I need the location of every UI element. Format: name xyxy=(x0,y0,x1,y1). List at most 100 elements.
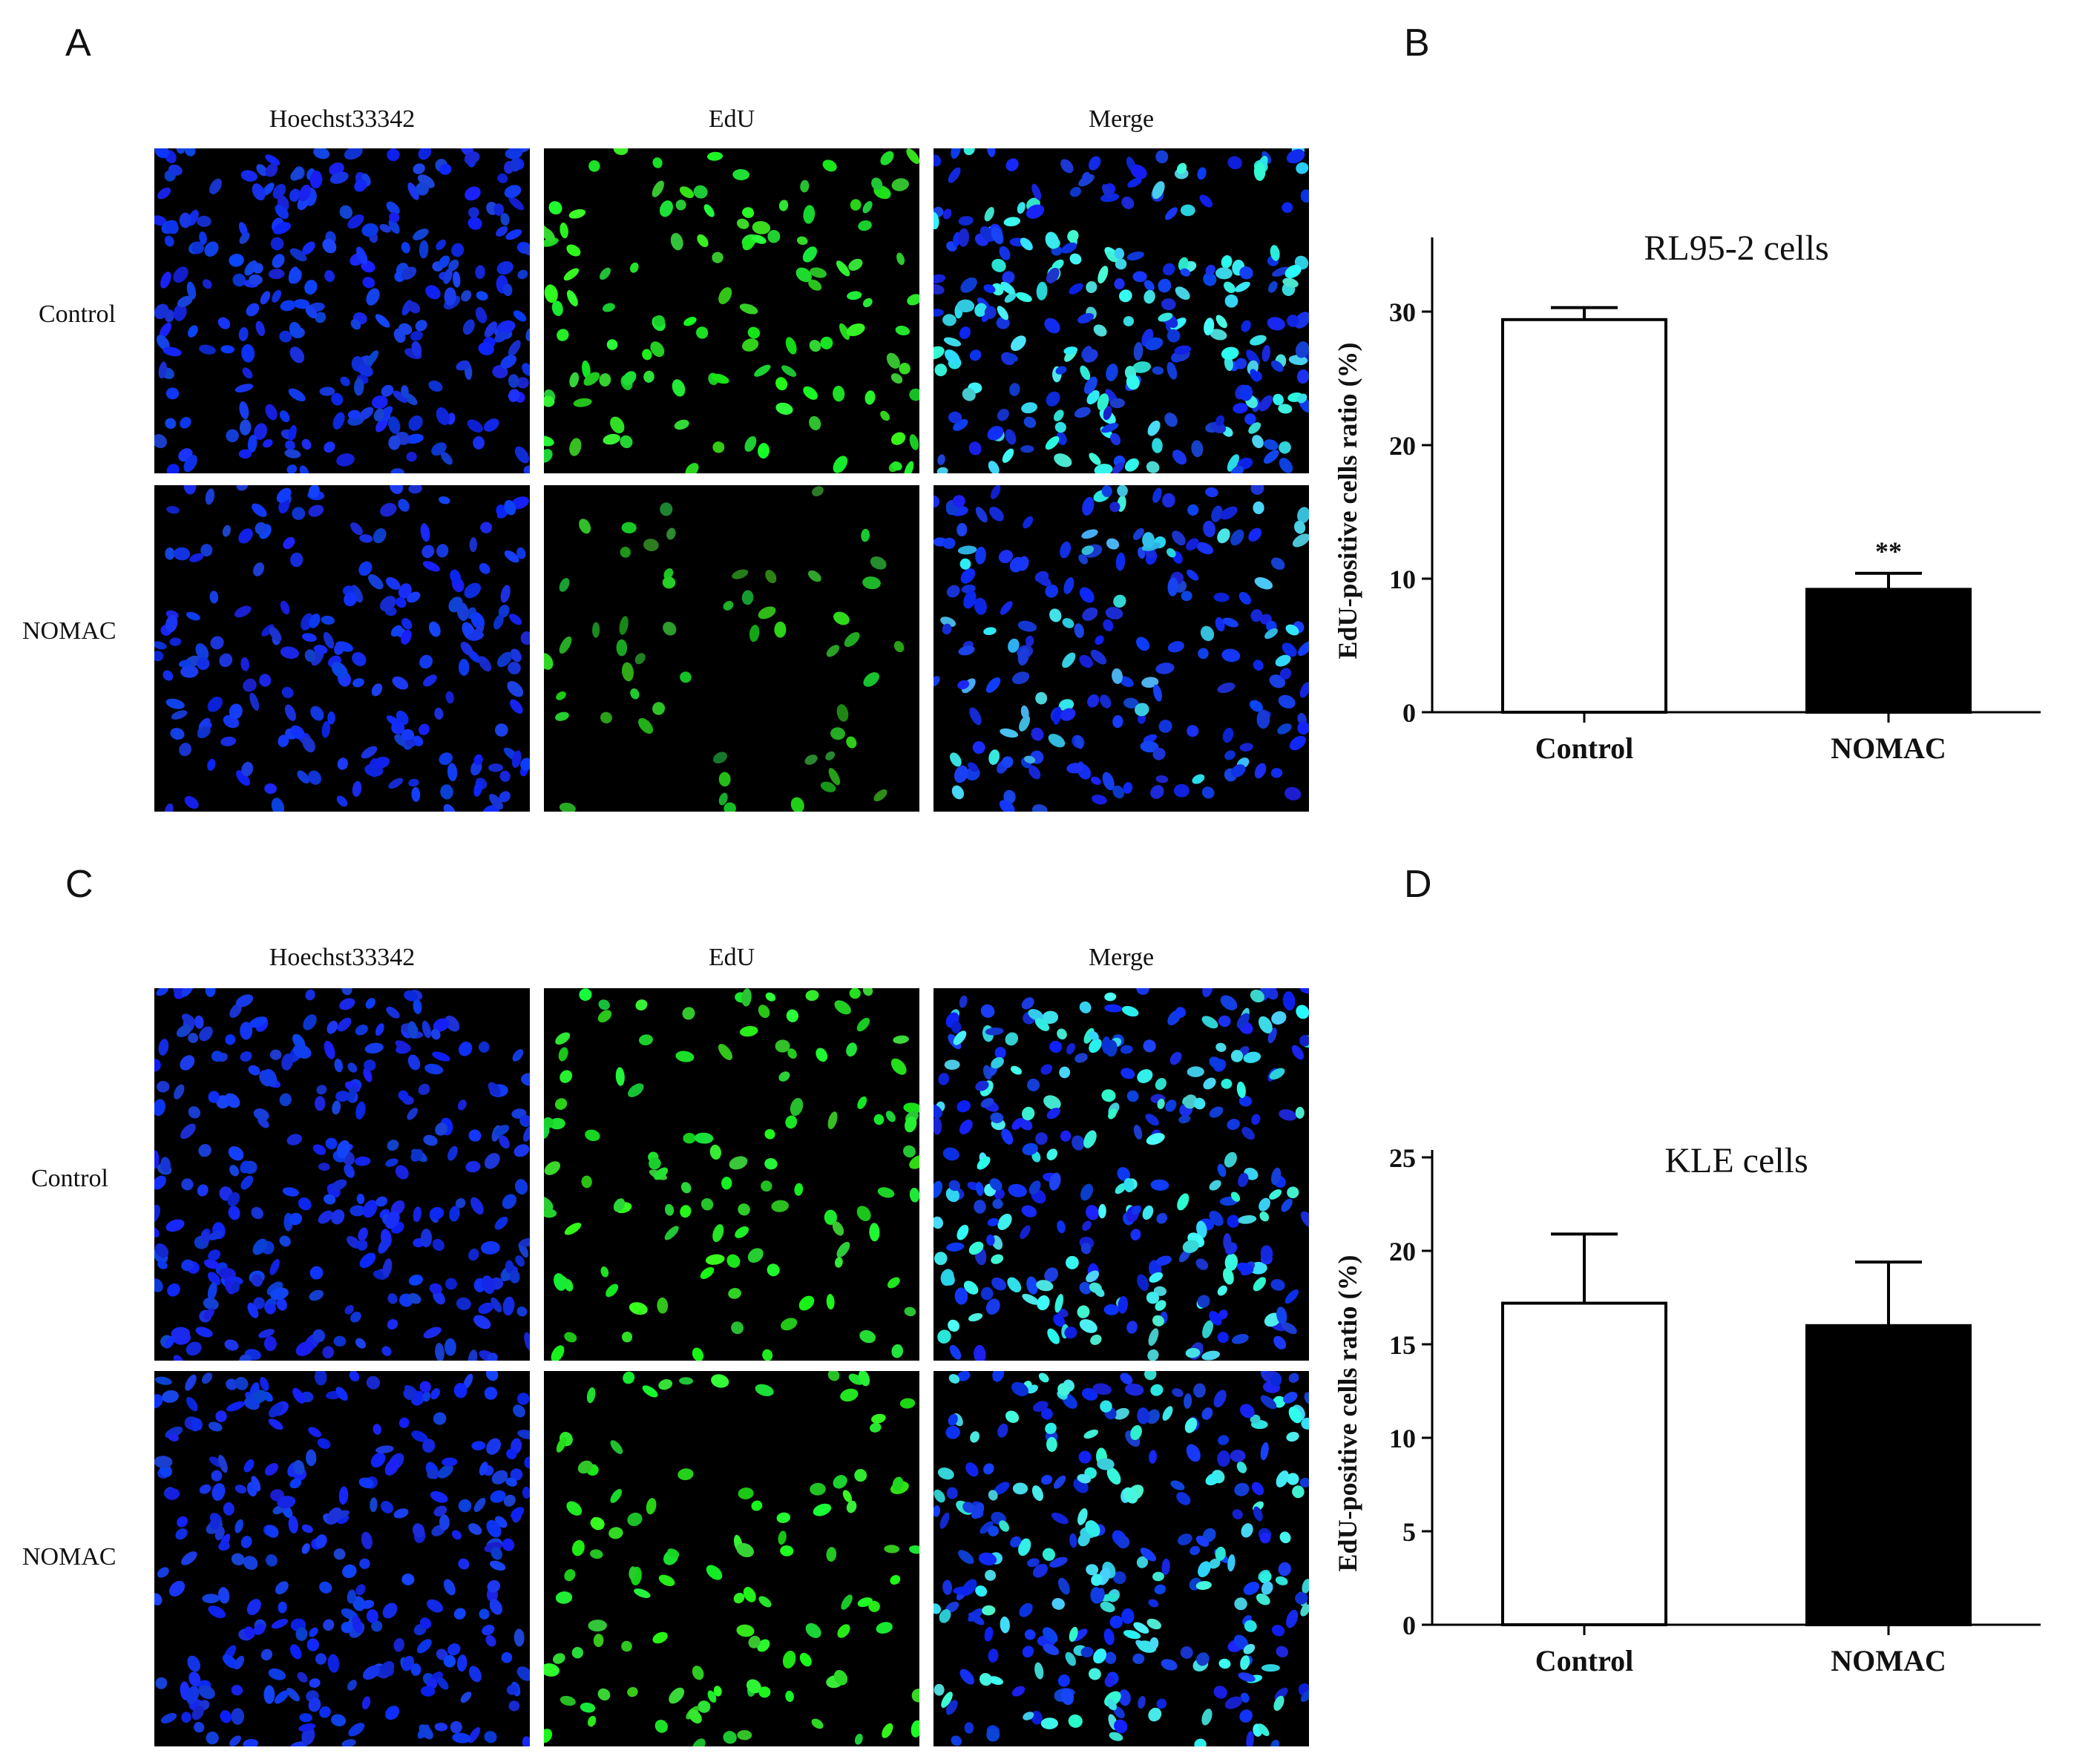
cell-nucleus xyxy=(1034,1018,1050,1031)
cell-nucleus xyxy=(209,1517,220,1530)
cell-nucleus xyxy=(312,1144,327,1155)
cell-nucleus xyxy=(1097,266,1109,284)
cell-nucleus xyxy=(707,1690,717,1703)
cell-nucleus xyxy=(1020,445,1034,453)
cell-nucleus xyxy=(1034,1662,1044,1680)
cell-nucleus xyxy=(630,262,639,273)
y-tick-label: 0 xyxy=(1402,1611,1416,1640)
cell-nucleus xyxy=(579,988,592,1002)
cell-nucleus xyxy=(952,495,965,507)
cell-nucleus xyxy=(556,691,566,700)
cell-nucleus xyxy=(1031,727,1044,741)
cell-nucleus xyxy=(933,1603,942,1614)
cell-nucleus xyxy=(1240,1404,1255,1419)
cell-nucleus xyxy=(564,1223,582,1235)
micrograph-a-edu-nomac xyxy=(544,485,919,812)
cell-nucleus xyxy=(890,432,906,445)
row-label-control-c: Control xyxy=(31,1165,108,1192)
cell-nucleus xyxy=(229,1165,240,1177)
cell-nucleus xyxy=(368,573,384,590)
cell-nucleus xyxy=(643,370,654,383)
cell-nucleus xyxy=(208,1091,220,1103)
cell-nucleus xyxy=(488,1082,501,1097)
micrograph-c-edu-control xyxy=(544,988,919,1361)
cell-nucleus xyxy=(155,1677,168,1689)
cell-nucleus xyxy=(1238,1215,1257,1224)
cell-nucleus xyxy=(393,1508,409,1519)
chart-title: KLE cells xyxy=(1664,1141,1808,1180)
cell-nucleus xyxy=(160,272,171,289)
y-tick-label: 20 xyxy=(1389,1237,1416,1266)
cell-nucleus xyxy=(802,246,818,263)
cell-nucleus xyxy=(336,453,355,467)
cell-nucleus xyxy=(810,1482,826,1496)
cell-nucleus xyxy=(331,392,344,406)
cell-nucleus xyxy=(1021,997,1034,1010)
cell-nucleus xyxy=(450,1720,462,1734)
cell-nucleus xyxy=(1300,1689,1309,1702)
bar-control xyxy=(1501,1301,1667,1626)
cell-nucleus xyxy=(378,1237,390,1254)
cell-nucleus xyxy=(968,1612,985,1625)
cell-nucleus xyxy=(861,528,870,542)
cell-nucleus xyxy=(244,678,257,691)
cell-nucleus xyxy=(682,1007,695,1020)
cell-nucleus xyxy=(997,1213,1012,1230)
cell-nucleus xyxy=(994,1189,1005,1200)
cell-nucleus xyxy=(1061,242,1077,254)
col-label-hoechst: Hoechst33342 xyxy=(269,105,416,133)
cell-nucleus xyxy=(958,228,970,247)
cell-nucleus xyxy=(435,1342,444,1361)
cell-nucleus xyxy=(1205,487,1218,498)
cell-nucleus xyxy=(758,606,776,619)
cell-nucleus xyxy=(312,1329,326,1343)
cell-nucleus xyxy=(785,1690,794,1703)
cell-nucleus xyxy=(355,1025,368,1036)
cell-nucleus xyxy=(1020,1225,1031,1239)
cell-nucleus xyxy=(1209,1210,1224,1226)
cell-nucleus xyxy=(1158,312,1173,322)
cell-nucleus xyxy=(508,661,521,675)
cell-nucleus xyxy=(1227,454,1239,472)
cell-nucleus xyxy=(269,1258,280,1275)
cell-nucleus xyxy=(1026,1276,1038,1295)
cell-nucleus xyxy=(1146,461,1160,473)
cell-nucleus xyxy=(1087,694,1100,708)
cell-nucleus xyxy=(194,1015,204,1029)
cell-nucleus xyxy=(1066,1255,1079,1269)
cell-nucleus xyxy=(1133,342,1143,361)
cell-nucleus xyxy=(767,1263,780,1277)
cell-nucleus xyxy=(1275,1576,1288,1585)
cell-nucleus xyxy=(985,1570,997,1581)
cell-nucleus xyxy=(778,1531,787,1545)
x-tick-label: Control xyxy=(1535,1644,1634,1677)
cell-nucleus xyxy=(502,1296,515,1316)
cell-nucleus xyxy=(658,1379,673,1390)
cell-nucleus xyxy=(1217,683,1236,694)
cell-nucleus xyxy=(208,1421,223,1432)
cell-nucleus xyxy=(437,1465,453,1479)
cell-nucleus xyxy=(905,1116,917,1133)
cell-nucleus xyxy=(436,239,447,251)
cell-nucleus xyxy=(1001,756,1014,769)
cell-nucleus xyxy=(1074,735,1083,749)
cell-nucleus xyxy=(1227,1214,1240,1228)
cell-nucleus xyxy=(219,653,233,668)
cell-nucleus xyxy=(1114,248,1125,260)
cell-nucleus xyxy=(1134,703,1149,717)
cell-nucleus xyxy=(1253,660,1264,671)
cell-nucleus xyxy=(265,1525,279,1538)
cell-nucleus xyxy=(1224,294,1238,308)
cell-nucleus xyxy=(439,752,453,766)
cell-nucleus xyxy=(1081,545,1094,555)
cell-nucleus xyxy=(890,1574,901,1585)
cell-nucleus xyxy=(1024,1629,1036,1640)
cell-nucleus xyxy=(983,284,996,294)
cell-nucleus xyxy=(1117,1536,1130,1549)
cell-nucleus xyxy=(304,649,316,663)
cell-nucleus xyxy=(1209,1056,1223,1069)
cell-nucleus xyxy=(1294,312,1309,329)
cell-nucleus xyxy=(666,527,676,540)
cell-nucleus xyxy=(573,398,592,407)
cell-nucleus xyxy=(870,556,887,570)
